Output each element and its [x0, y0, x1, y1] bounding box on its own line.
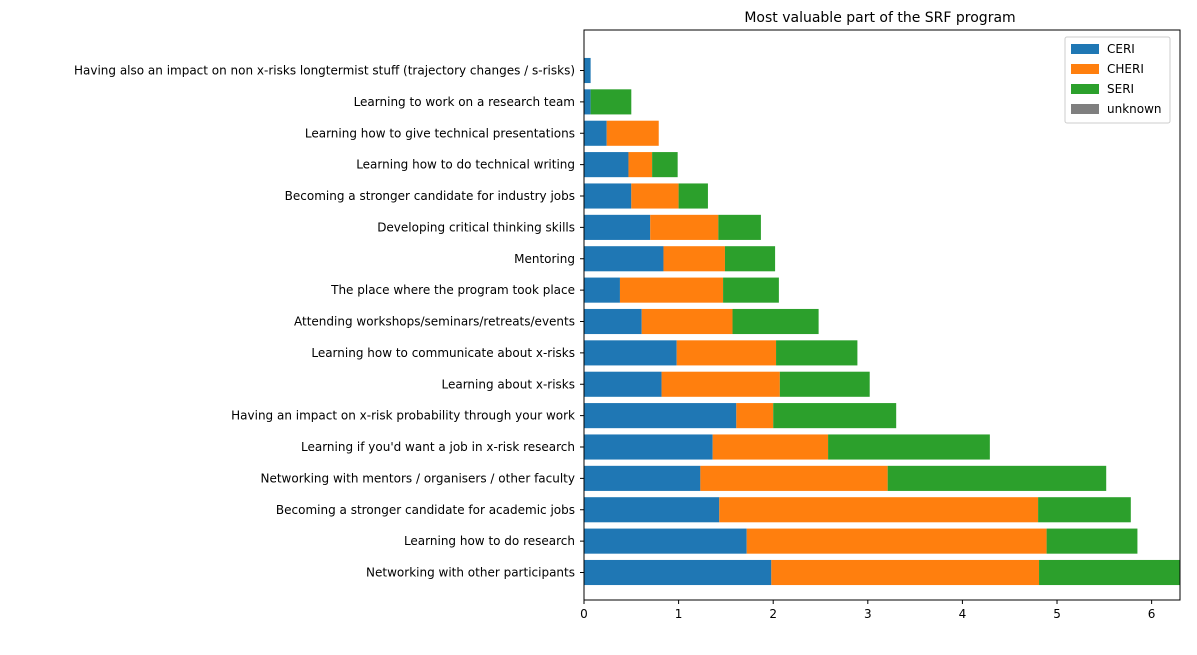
- bar-segment-ceri-3: [584, 465, 701, 491]
- bar-segment-cheri-14: [606, 120, 659, 146]
- bar-segment-cheri-0: [771, 559, 1040, 586]
- legend-label-unknown: unknown: [1107, 102, 1162, 116]
- y-tick-label: Becoming a stronger candidate for indust…: [285, 189, 575, 203]
- bar-segment-cheri-10: [663, 246, 725, 272]
- bar-segment-seri-15: [590, 89, 632, 115]
- bar-segment-cheri-1: [746, 528, 1047, 554]
- bar-segment-cheri-13: [628, 152, 653, 178]
- y-tick-label: Learning about x-risks: [442, 377, 576, 391]
- bar-segment-ceri-4: [584, 434, 713, 460]
- bar-segment-seri-8: [732, 308, 819, 335]
- legend-label-cheri: CHERI: [1107, 62, 1144, 76]
- y-tick-label: Learning if you'd want a job in x-risk r…: [301, 440, 575, 454]
- y-tick-label: Networking with mentors / organisers / o…: [260, 471, 575, 485]
- x-tick-label: 1: [675, 607, 683, 621]
- bar-segment-seri-2: [1038, 497, 1131, 523]
- plot-frame: [583, 29, 1181, 601]
- y-axis-ticks: Networking with other participants Learni…: [74, 64, 584, 580]
- y-tick-label: Having also an impact on non x-risks lon…: [74, 64, 575, 78]
- y-tick-label: Having an impact on x-risk probability t…: [231, 409, 575, 423]
- y-tick-label: Mentoring: [514, 252, 575, 266]
- bar-segment-ceri-5: [584, 403, 737, 429]
- bar-segment-ceri-16: [584, 57, 591, 84]
- y-tick-label: Learning how to give technical presentat…: [305, 126, 575, 140]
- bar-segment-cheri-9: [619, 277, 724, 303]
- y-tick-label: Becoming a stronger candidate for academ…: [276, 503, 575, 517]
- y-tick-label: Learning how to do research: [404, 534, 575, 548]
- legend-label-seri: SERI: [1107, 82, 1134, 96]
- bar-segment-ceri-0: [584, 559, 772, 586]
- bar-segment-ceri-2: [584, 497, 720, 523]
- bar-segment-cheri-12: [631, 183, 679, 209]
- bar-segment-cheri-3: [700, 465, 888, 491]
- legend-swatch-unknown: [1071, 104, 1099, 114]
- legend-swatch-cheri: [1071, 64, 1099, 74]
- x-tick-label: 2: [769, 607, 777, 621]
- bar-segment-ceri-1: [584, 528, 747, 554]
- bar-segment-ceri-13: [584, 152, 629, 178]
- x-tick-label: 4: [959, 607, 967, 621]
- bar-segment-cheri-11: [650, 214, 719, 240]
- bar-segment-ceri-12: [584, 183, 632, 209]
- bar-segment-cheri-2: [719, 497, 1039, 523]
- bars-group: [584, 57, 1180, 586]
- x-axis-ticks: 0 1 2 3 4 5 6: [580, 600, 1155, 621]
- bar-segment-ceri-11: [584, 214, 651, 240]
- y-tick-label: Attending workshops/seminars/retreats/ev…: [294, 315, 575, 329]
- legend-label-ceri: CERI: [1107, 42, 1135, 56]
- bar-segment-cheri-8: [641, 308, 733, 335]
- bar-segment-seri-1: [1046, 528, 1138, 554]
- legend: CERI CHERI SERI unknown: [1064, 36, 1171, 124]
- bar-segment-ceri-6: [584, 371, 662, 397]
- bar-segment-ceri-9: [584, 277, 620, 303]
- bar-segment-seri-9: [723, 277, 779, 303]
- bar-segment-seri-12: [678, 183, 708, 209]
- bar-segment-seri-13: [652, 152, 678, 178]
- bar-segment-seri-6: [779, 371, 870, 397]
- bar-segment-ceri-15: [584, 89, 591, 115]
- x-tick-label: 6: [1148, 607, 1156, 621]
- legend-swatch-seri: [1071, 84, 1099, 94]
- y-tick-label: The place where the program took place: [330, 283, 575, 297]
- legend-box: [1064, 36, 1171, 124]
- bar-segment-seri-3: [887, 465, 1107, 491]
- bar-segment-ceri-14: [584, 120, 607, 146]
- bar-segment-seri-10: [724, 246, 776, 272]
- legend-swatch-ceri: [1071, 44, 1099, 54]
- bar-segment-seri-4: [828, 434, 990, 460]
- bar-segment-cheri-6: [661, 371, 780, 397]
- bar-segment-cheri-7: [676, 340, 777, 366]
- bar-segment-seri-7: [776, 340, 858, 366]
- x-tick-label: 3: [864, 607, 872, 621]
- bar-segment-seri-5: [773, 403, 897, 429]
- y-tick-label: Learning how to communicate about x-risk…: [311, 346, 575, 360]
- y-tick-label: Learning to work on a research team: [354, 95, 575, 109]
- y-tick-label: Developing critical thinking skills: [377, 220, 575, 234]
- x-tick-label: 0: [580, 607, 588, 621]
- bar-segment-seri-0: [1039, 559, 1180, 586]
- y-tick-label: Learning how to do technical writing: [356, 158, 575, 172]
- bar-segment-ceri-8: [584, 308, 642, 335]
- bar-segment-ceri-10: [584, 246, 664, 272]
- bar-segment-seri-11: [718, 214, 761, 240]
- y-tick-label: Networking with other participants: [366, 566, 575, 580]
- bar-segment-cheri-4: [712, 434, 829, 460]
- x-tick-label: 5: [1053, 607, 1061, 621]
- bar-segment-cheri-5: [736, 403, 774, 429]
- chart-title: Most valuable part of the SRF program: [744, 10, 1015, 26]
- bar-segment-ceri-7: [584, 340, 677, 366]
